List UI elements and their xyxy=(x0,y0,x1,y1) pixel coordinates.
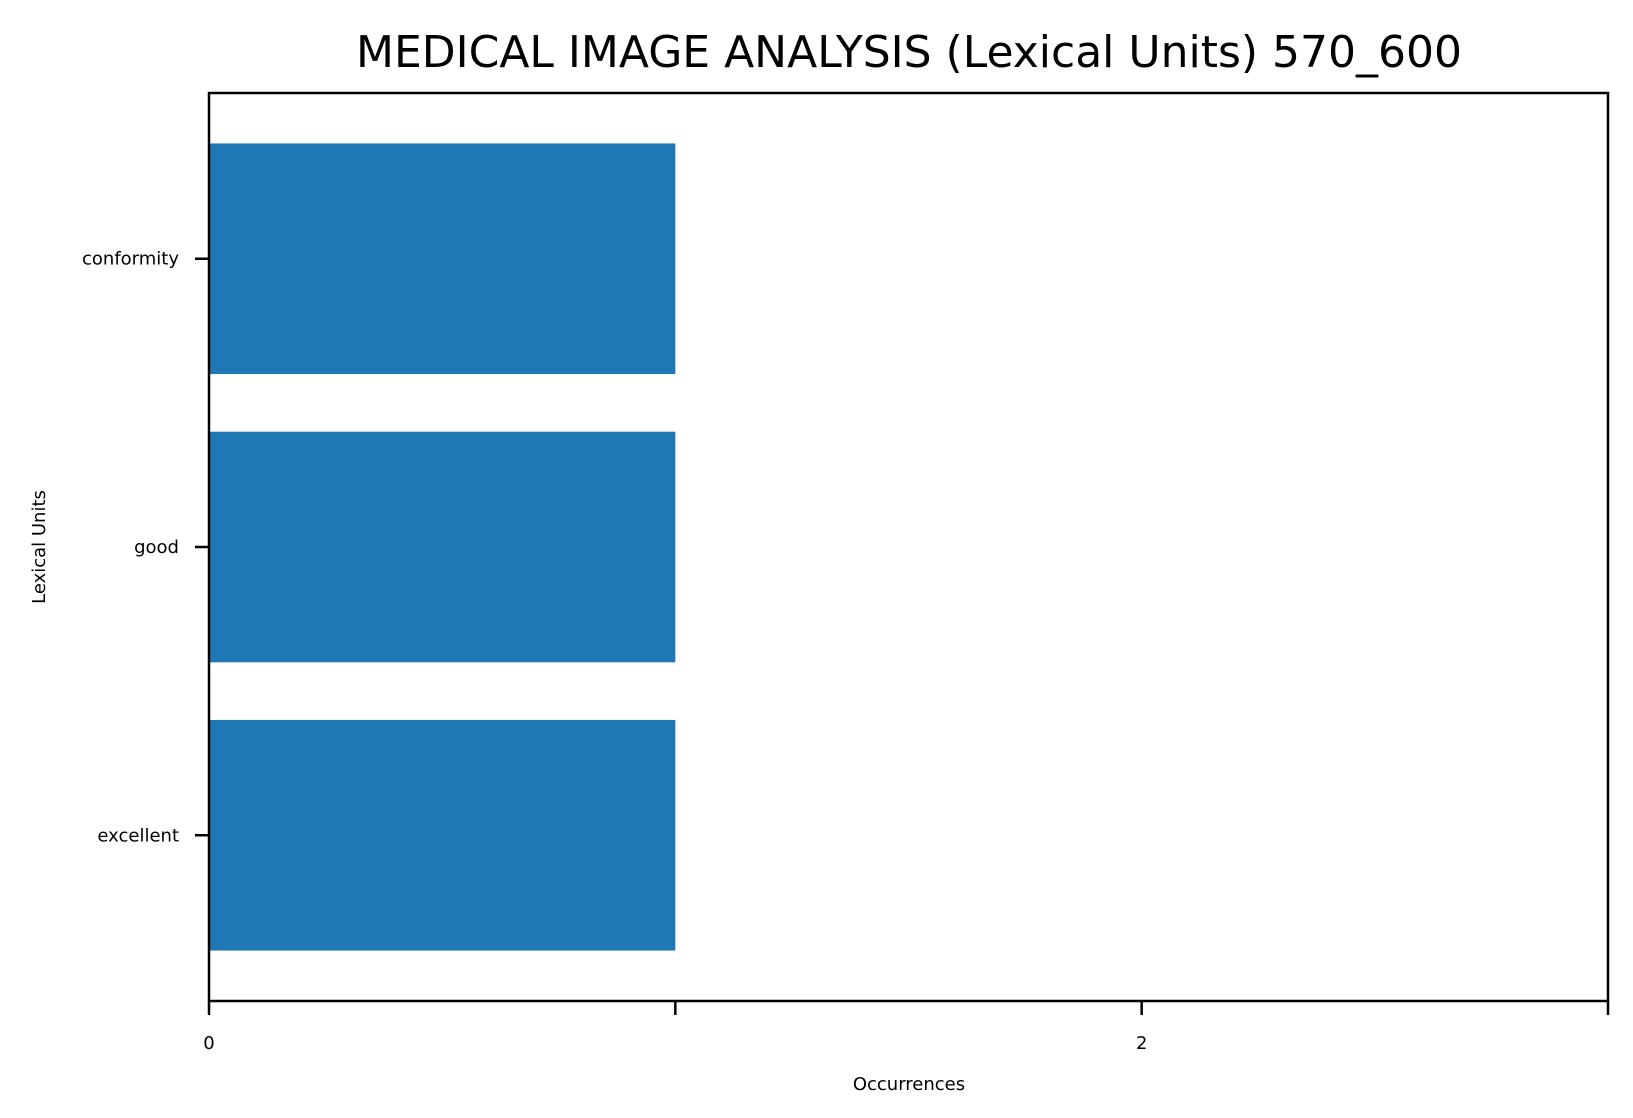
y-tick-label-conformity: conformity xyxy=(82,249,179,270)
y-axis-label: Lexical Units xyxy=(29,490,50,604)
bar-good xyxy=(209,431,676,663)
x-tick-label-0: 0 xyxy=(203,1033,214,1054)
bar-conformity xyxy=(209,143,676,375)
bar-excellent xyxy=(209,719,676,951)
bars-group xyxy=(209,143,676,951)
chart-title: MEDICAL IMAGE ANALYSIS (Lexical Units) 5… xyxy=(356,27,1462,78)
y-axis-ticks: conformity good excellent xyxy=(82,249,209,846)
y-tick-label-excellent: excellent xyxy=(97,825,179,846)
y-tick-label-good: good xyxy=(134,537,179,558)
x-axis-label: Occurrences xyxy=(853,1074,965,1095)
x-tick-label-2: 2 xyxy=(1136,1033,1147,1054)
plot-frame xyxy=(207,91,1610,1003)
